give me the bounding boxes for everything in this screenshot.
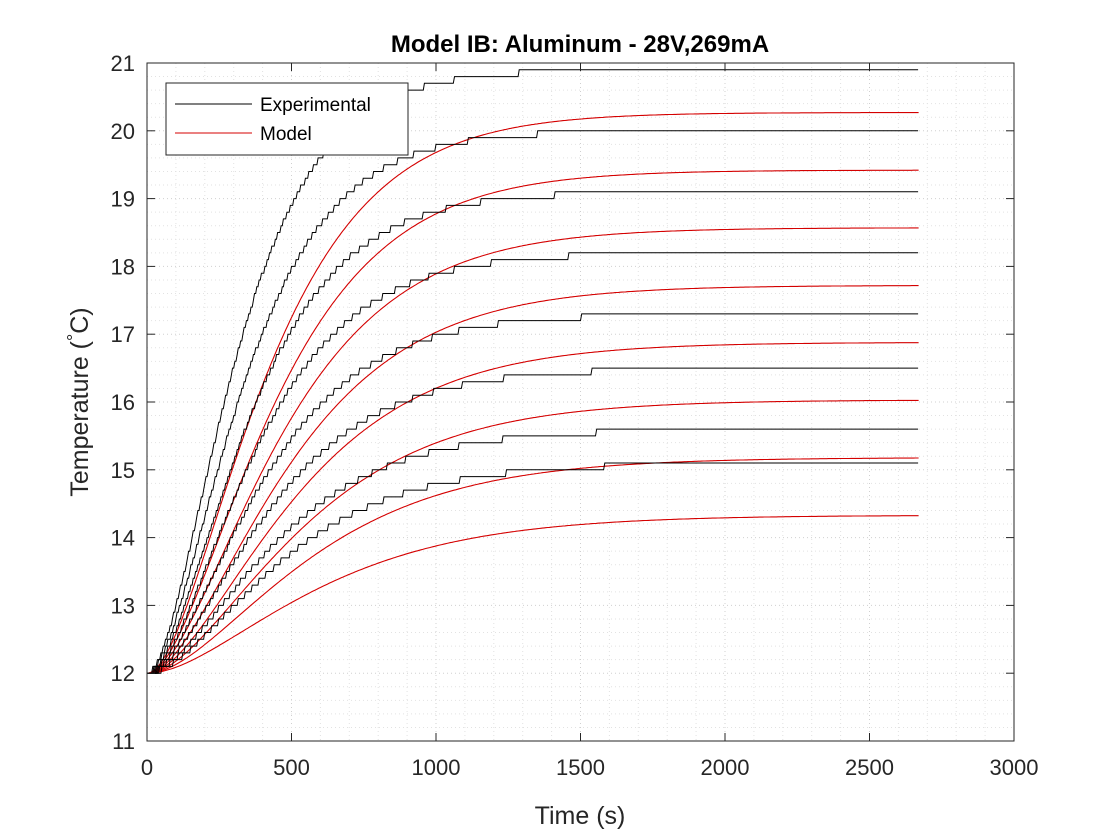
- model-curve: [146, 342, 919, 674]
- y-tick-label: 11: [112, 729, 135, 754]
- experimental-curve: [147, 130, 919, 674]
- model-curve: [146, 285, 919, 674]
- experimental-curve: [147, 428, 919, 674]
- y-tick-label: 15: [111, 458, 135, 483]
- x-axis-label: Time (s): [535, 802, 626, 830]
- y-axis-label: Temperature (°C): [64, 307, 94, 496]
- legend-label-experimental: Experimental: [260, 95, 371, 116]
- y-tick-label: 20: [111, 119, 135, 144]
- experimental-curve: [147, 191, 919, 674]
- x-tick-label: 3000: [990, 755, 1039, 780]
- y-tick-label: 14: [111, 526, 135, 551]
- ticks: 0 500 1000 1500 2000 2500 3000 11 12 13 14 15 16 17 18…: [111, 51, 1039, 780]
- model-curve: [146, 227, 919, 674]
- series-layer: [146, 69, 919, 674]
- x-tick-label: 0: [141, 755, 153, 780]
- model-curve: [146, 112, 919, 674]
- x-tick-label: 500: [273, 755, 310, 780]
- legend-box: [165, 82, 409, 156]
- y-tick-label: 13: [111, 593, 135, 618]
- y-axis-label-unit-degree: °: [64, 334, 84, 341]
- model-curve: [147, 457, 919, 674]
- x-tick-label: 1000: [412, 755, 461, 780]
- y-tick-label: 12: [111, 661, 135, 686]
- x-tick-label: 2500: [845, 755, 894, 780]
- legend-label-model: Model: [260, 124, 312, 145]
- model-curve: [147, 515, 919, 674]
- experimental-curve: [147, 313, 919, 674]
- y-tick-label: 18: [111, 254, 135, 279]
- y-axis-label-suffix: ): [66, 307, 94, 315]
- experimental-curve: [147, 462, 919, 674]
- model-curve: [146, 169, 919, 674]
- experimental-curve: [147, 252, 919, 674]
- legend: Experimental Model: [165, 82, 409, 156]
- y-tick-label: 21: [111, 51, 135, 76]
- experimental-curve: [147, 367, 919, 674]
- model-curve: [146, 399, 919, 674]
- chart-title: Model IB: Aluminum - 28V,269mA: [391, 31, 769, 58]
- y-tick-label: 19: [111, 187, 135, 212]
- y-axis-label-unit: C: [66, 316, 94, 334]
- x-tick-label: 1500: [556, 755, 605, 780]
- y-tick-label: 16: [111, 390, 135, 415]
- experimental-curve: [147, 69, 919, 674]
- x-tick-label: 2000: [701, 755, 750, 780]
- y-tick-label: 17: [111, 322, 135, 347]
- y-axis-label-prefix: Temperature (: [66, 340, 94, 496]
